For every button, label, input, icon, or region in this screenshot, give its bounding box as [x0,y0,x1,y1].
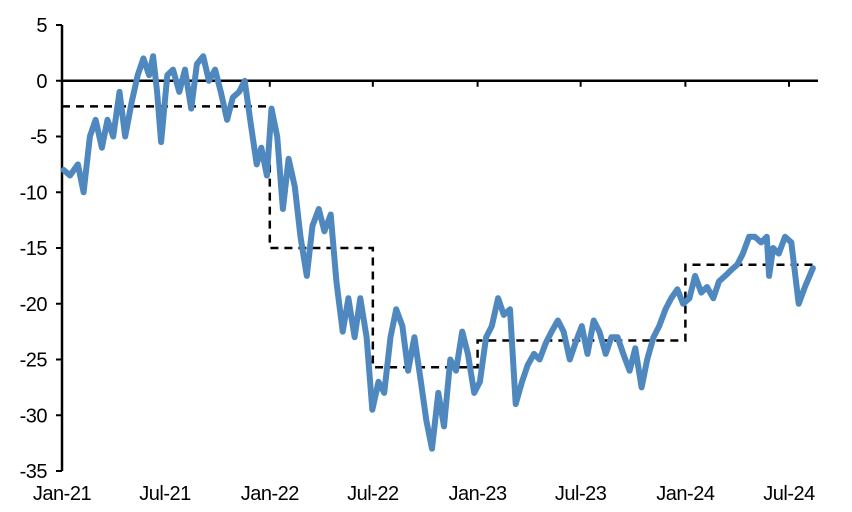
y-tick-label: -30 [20,405,48,427]
x-tick-label: Jul-23 [555,483,607,505]
x-tick-label: Jan-22 [241,483,300,505]
y-tick-label: -10 [20,182,48,204]
x-tick-label: Jul-24 [763,483,815,505]
x-tick-label: Jan-21 [33,483,92,505]
x-tick-label: Jul-22 [347,483,399,505]
series-layer [60,53,816,452]
x-tick-label: Jul-21 [139,483,191,505]
y-tick-label: 5 [36,15,47,37]
y-tick-label: -25 [20,350,48,372]
y-tick-label: -15 [20,238,48,260]
y-tick-label: -5 [30,127,47,149]
x-tick-label: Jan-24 [656,483,715,505]
y-tick-label: -20 [20,294,48,316]
y-tick-label: 0 [36,71,47,93]
series-line [60,53,816,452]
step-line-dashed [62,105,813,369]
y-tick-label: -35 [20,461,48,483]
y-axis: 5 0 -5 -10 -15 -20 -25 -30 -35 [20,15,64,483]
x-tick-label: Jan-23 [449,483,508,505]
